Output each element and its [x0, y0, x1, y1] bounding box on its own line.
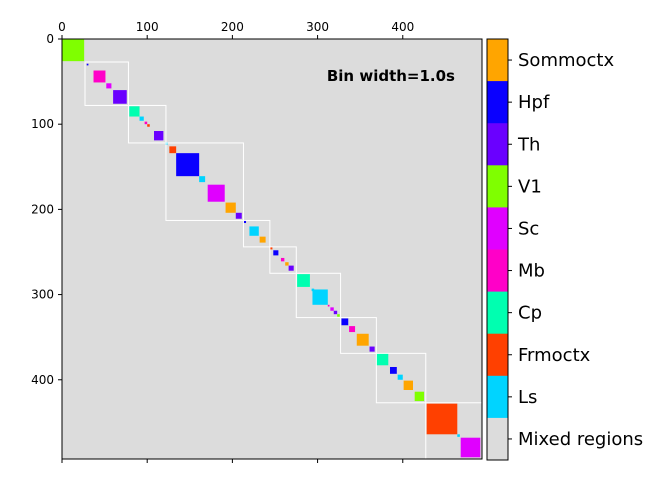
- group-box: [375, 352, 427, 404]
- colorbar-label: Th: [517, 134, 540, 155]
- cluster-block-hpf: [273, 250, 279, 256]
- cluster-block-th: [235, 212, 242, 219]
- cluster-block-sommoctx: [356, 333, 369, 346]
- cluster-block-hpf: [389, 366, 397, 374]
- cluster-block-ls: [397, 374, 403, 380]
- y-tick-label: 200: [31, 202, 54, 216]
- y-tick-label: 400: [31, 373, 54, 387]
- colorbar-label: Hpf: [518, 92, 550, 113]
- cluster-block-sc: [330, 307, 334, 311]
- cluster-block-th: [113, 90, 127, 104]
- cluster-block-sc: [460, 437, 481, 458]
- group-box: [269, 246, 297, 274]
- cluster-block-sc: [207, 184, 225, 202]
- bin-width-annotation: Bin width=1.0s: [327, 67, 455, 85]
- colorbar-swatch: [487, 375, 508, 419]
- cluster-block-mb: [93, 70, 106, 83]
- cluster-block-ls: [139, 116, 144, 121]
- group-box: [295, 272, 342, 319]
- plot-frame: [61, 38, 483, 460]
- x-tick-label: 300: [306, 20, 329, 34]
- colorbar-swatch: [487, 81, 508, 124]
- y-tick-label: 0: [46, 32, 54, 46]
- cluster-block-cp: [129, 106, 140, 117]
- colorbar-swatch: [487, 165, 508, 208]
- y-tick-label: 100: [31, 117, 54, 131]
- colorbar-label: Sommoctx: [518, 50, 614, 71]
- cluster-block-th: [369, 346, 375, 352]
- cluster-block-th: [288, 265, 294, 271]
- cluster-block-frmoctx: [269, 246, 273, 250]
- y-tick-label: 300: [31, 288, 54, 302]
- cluster-block-cp: [376, 353, 389, 366]
- cluster-block-sc: [106, 83, 112, 89]
- colorbar-label: Ls: [518, 387, 537, 408]
- colorbar-label: Sc: [518, 218, 539, 239]
- cluster-block-hpf: [86, 63, 89, 66]
- cluster-block-mb: [280, 257, 285, 262]
- heatmap-plot-area: [61, 38, 483, 460]
- cluster-block-v1: [62, 39, 85, 62]
- y-axis-ticks: 0 100 200 300 400: [31, 32, 62, 387]
- colorbar-label: Mb: [518, 261, 545, 282]
- colorbar-swatch: [487, 291, 508, 335]
- cluster-block-th: [333, 310, 338, 315]
- cluster-block-cp: [297, 274, 310, 287]
- group-box: [84, 61, 129, 106]
- cluster-block-frmoctx: [169, 146, 177, 154]
- colorbar-swatch: [487, 249, 508, 293]
- group-box: [340, 317, 377, 354]
- colorbar-label: Cp: [518, 303, 542, 324]
- cluster-block-sommoctx: [285, 262, 289, 266]
- cluster-blocks: [62, 39, 481, 458]
- cluster-block-ls: [312, 289, 328, 305]
- cluster-block-sommoctx: [403, 380, 413, 390]
- colorbar-swatch: [487, 417, 508, 461]
- cluster-block-frmoctx: [426, 403, 458, 435]
- colorbar-label: Mixed regions: [518, 429, 643, 450]
- cluster-block-sommoctx: [259, 236, 266, 243]
- cluster-block-hpf: [176, 153, 200, 177]
- cluster-block-mb: [349, 326, 356, 333]
- group-box: [242, 219, 271, 248]
- colorbar-label: Frmoctx: [518, 345, 591, 366]
- x-tick-label: 400: [391, 20, 414, 34]
- cluster-block-hpf: [243, 220, 247, 224]
- colorbar-swatch: [487, 123, 508, 166]
- x-tick-label: 100: [136, 20, 159, 34]
- colorbar-swatch: [487, 207, 508, 250]
- x-tick-label: 0: [58, 20, 66, 34]
- cluster-block-hpf: [341, 318, 349, 326]
- colorbar-frame: [486, 38, 509, 461]
- cluster-block-ls: [457, 434, 460, 437]
- cluster-block-frmoctx: [147, 124, 150, 127]
- cluster-block-mb: [144, 121, 148, 125]
- cluster-block-ls: [199, 176, 206, 183]
- colorbar-legend: Sommoctx Hpf Th V1 Sc Mb Cp Frmoctx Ls Mixed regi…: [486, 38, 643, 461]
- colorbar-label: V1: [518, 176, 542, 197]
- group-box: [127, 104, 167, 144]
- x-axis-ticks: 0 100 200 300 400: [58, 20, 414, 463]
- cluster-block-sommoctx: [225, 202, 236, 213]
- cluster-block-mb: [327, 304, 330, 307]
- cluster-block-v1: [337, 314, 340, 317]
- group-box: [165, 142, 244, 221]
- x-tick-label: 200: [221, 20, 244, 34]
- colorbar-swatch: [487, 39, 508, 82]
- colorbar-swatch: [487, 333, 508, 377]
- cluster-block-ls: [249, 226, 259, 236]
- cluster-block-v1: [414, 391, 425, 402]
- cluster-block-th: [154, 131, 164, 141]
